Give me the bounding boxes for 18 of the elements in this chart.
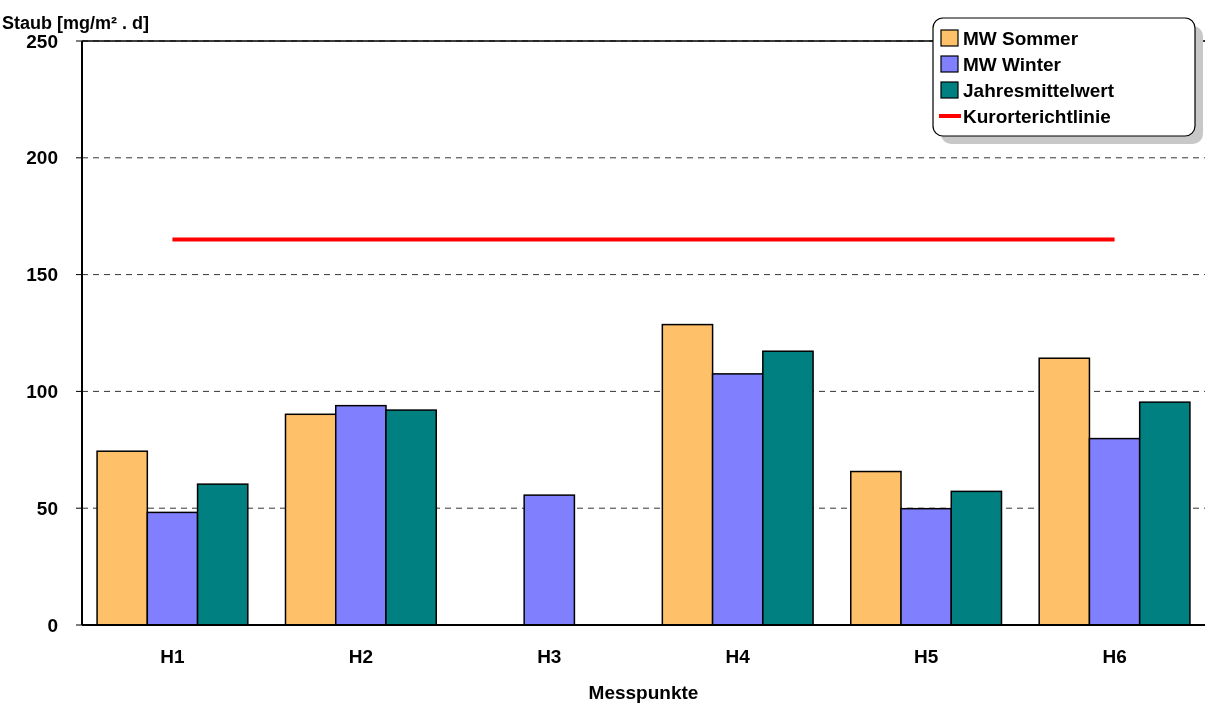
x-tick-label: H5 (913, 646, 939, 667)
x-tick-label: H6 (1102, 646, 1127, 667)
legend-label: MW Winter (963, 53, 1062, 75)
y-tick-label: 100 (26, 381, 58, 403)
x-tick-label: H2 (348, 646, 374, 667)
y-tick-label: 150 (26, 264, 58, 286)
y-tick-label: 0 (47, 614, 58, 636)
x-axis-title: Messpunkte (588, 682, 699, 703)
legend-label: MW Sommer (963, 27, 1079, 49)
y-axis-title: Staub [mg/m² . d] (2, 13, 149, 33)
y-tick-label: 250 (26, 30, 58, 52)
x-tick-label: H1 (160, 646, 186, 667)
y-tick-label: 200 (26, 147, 58, 169)
legend-label: Jahresmittelwert (963, 79, 1115, 101)
y-tick-label: 50 (36, 497, 58, 519)
x-tick-label: H4 (725, 646, 751, 667)
legend-label: Kurorterichtlinie (963, 105, 1111, 127)
x-tick-label: H3 (537, 646, 562, 667)
